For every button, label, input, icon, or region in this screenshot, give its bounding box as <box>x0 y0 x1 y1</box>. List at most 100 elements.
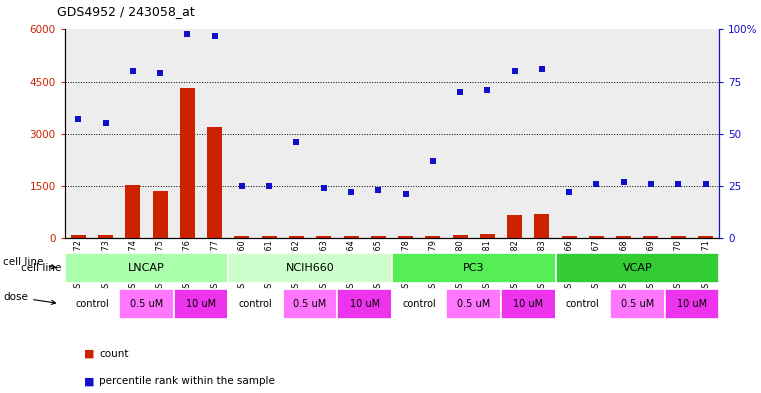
Point <box>100 120 112 126</box>
Bar <box>337 29 365 238</box>
Text: 10 uM: 10 uM <box>513 299 543 309</box>
Bar <box>365 29 392 238</box>
Bar <box>447 288 501 319</box>
Bar <box>616 236 631 238</box>
Bar <box>610 288 664 319</box>
Text: 10 uM: 10 uM <box>677 299 707 309</box>
Point <box>181 31 193 37</box>
Bar <box>556 253 719 283</box>
Bar <box>501 29 528 238</box>
Bar <box>310 29 337 238</box>
Bar <box>425 236 441 238</box>
Point <box>672 180 684 187</box>
Point <box>400 191 412 197</box>
Text: VCAP: VCAP <box>622 263 652 273</box>
Bar <box>343 236 358 238</box>
Bar <box>534 214 549 238</box>
Bar <box>201 29 228 238</box>
Text: 10 uM: 10 uM <box>186 299 216 309</box>
Bar <box>153 191 167 238</box>
Bar <box>664 288 719 319</box>
Bar <box>180 88 195 238</box>
Bar <box>283 29 310 238</box>
Bar <box>119 29 146 238</box>
Bar <box>228 253 392 283</box>
Point <box>427 158 439 164</box>
Bar <box>556 29 583 238</box>
Bar <box>528 29 556 238</box>
Point <box>72 116 84 122</box>
Bar <box>556 288 610 319</box>
Point <box>645 180 657 187</box>
Text: NCIH660: NCIH660 <box>285 263 335 273</box>
Bar <box>447 29 473 238</box>
Bar <box>174 29 201 238</box>
Bar <box>337 288 392 319</box>
Text: cell line: cell line <box>3 257 56 269</box>
Text: control: control <box>403 299 436 309</box>
Text: cell line: cell line <box>21 263 61 273</box>
Bar <box>119 288 174 319</box>
Bar <box>398 236 413 238</box>
Text: ■: ■ <box>84 376 94 386</box>
Bar <box>392 29 419 238</box>
Bar <box>146 29 174 238</box>
Bar <box>65 29 92 238</box>
Bar <box>670 236 686 238</box>
Text: dose: dose <box>3 292 56 305</box>
Point <box>317 185 330 191</box>
Text: control: control <box>239 299 272 309</box>
Bar <box>501 288 556 319</box>
Point <box>563 189 575 195</box>
Bar <box>507 215 522 238</box>
Text: count: count <box>99 349 129 359</box>
Bar <box>589 236 604 238</box>
Text: 0.5 uM: 0.5 uM <box>457 299 490 309</box>
Text: control: control <box>75 299 109 309</box>
Bar <box>644 236 658 238</box>
Bar <box>480 233 495 238</box>
Point <box>372 187 384 193</box>
Bar <box>228 29 256 238</box>
Point <box>127 68 139 74</box>
Bar <box>453 235 467 238</box>
Bar <box>692 29 719 238</box>
Text: 0.5 uM: 0.5 uM <box>621 299 654 309</box>
Bar <box>289 236 304 238</box>
Bar <box>126 185 140 238</box>
Bar <box>419 29 447 238</box>
Bar <box>71 235 86 238</box>
Bar <box>392 253 556 283</box>
Bar <box>256 29 283 238</box>
Bar <box>664 29 692 238</box>
Bar <box>262 236 277 238</box>
Text: percentile rank within the sample: percentile rank within the sample <box>99 376 275 386</box>
Bar <box>317 236 331 238</box>
Bar <box>207 127 222 238</box>
Text: control: control <box>566 299 600 309</box>
Bar <box>610 29 638 238</box>
Text: 0.5 uM: 0.5 uM <box>294 299 326 309</box>
Point <box>536 66 548 72</box>
Bar <box>65 253 228 283</box>
Point <box>154 70 166 76</box>
Point <box>591 180 603 187</box>
Bar <box>65 288 119 319</box>
Bar <box>92 29 119 238</box>
Bar <box>283 288 337 319</box>
Text: LNCAP: LNCAP <box>128 263 165 273</box>
Point <box>699 180 712 187</box>
Bar <box>698 236 713 238</box>
Bar <box>98 235 113 238</box>
Bar <box>174 288 228 319</box>
Text: 10 uM: 10 uM <box>349 299 380 309</box>
Bar <box>234 236 250 238</box>
Point <box>454 89 466 95</box>
Bar <box>583 29 610 238</box>
Point <box>618 178 630 185</box>
Point <box>508 68 521 74</box>
Point <box>236 182 248 189</box>
Bar <box>638 29 664 238</box>
Text: PC3: PC3 <box>463 263 485 273</box>
Bar <box>562 236 577 238</box>
